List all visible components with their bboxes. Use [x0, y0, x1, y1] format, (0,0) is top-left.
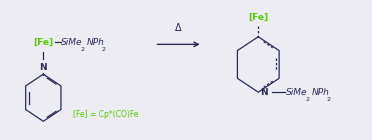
Text: N: N	[39, 63, 47, 72]
Text: [Fe]: [Fe]	[248, 13, 268, 22]
Text: 2: 2	[80, 47, 84, 52]
Text: NPh: NPh	[312, 88, 330, 97]
Text: NPh: NPh	[87, 38, 105, 47]
Text: SiMe: SiMe	[61, 38, 82, 47]
Text: 2: 2	[102, 47, 106, 52]
Text: 2: 2	[305, 97, 310, 102]
Text: [Fe] = Cp*(CO)Fe: [Fe] = Cp*(CO)Fe	[73, 110, 138, 119]
Text: Δ: Δ	[175, 23, 182, 33]
Text: 2: 2	[327, 97, 331, 102]
Text: [Fe]: [Fe]	[33, 38, 53, 47]
Text: SiMe: SiMe	[286, 88, 308, 97]
Text: N: N	[260, 88, 268, 97]
